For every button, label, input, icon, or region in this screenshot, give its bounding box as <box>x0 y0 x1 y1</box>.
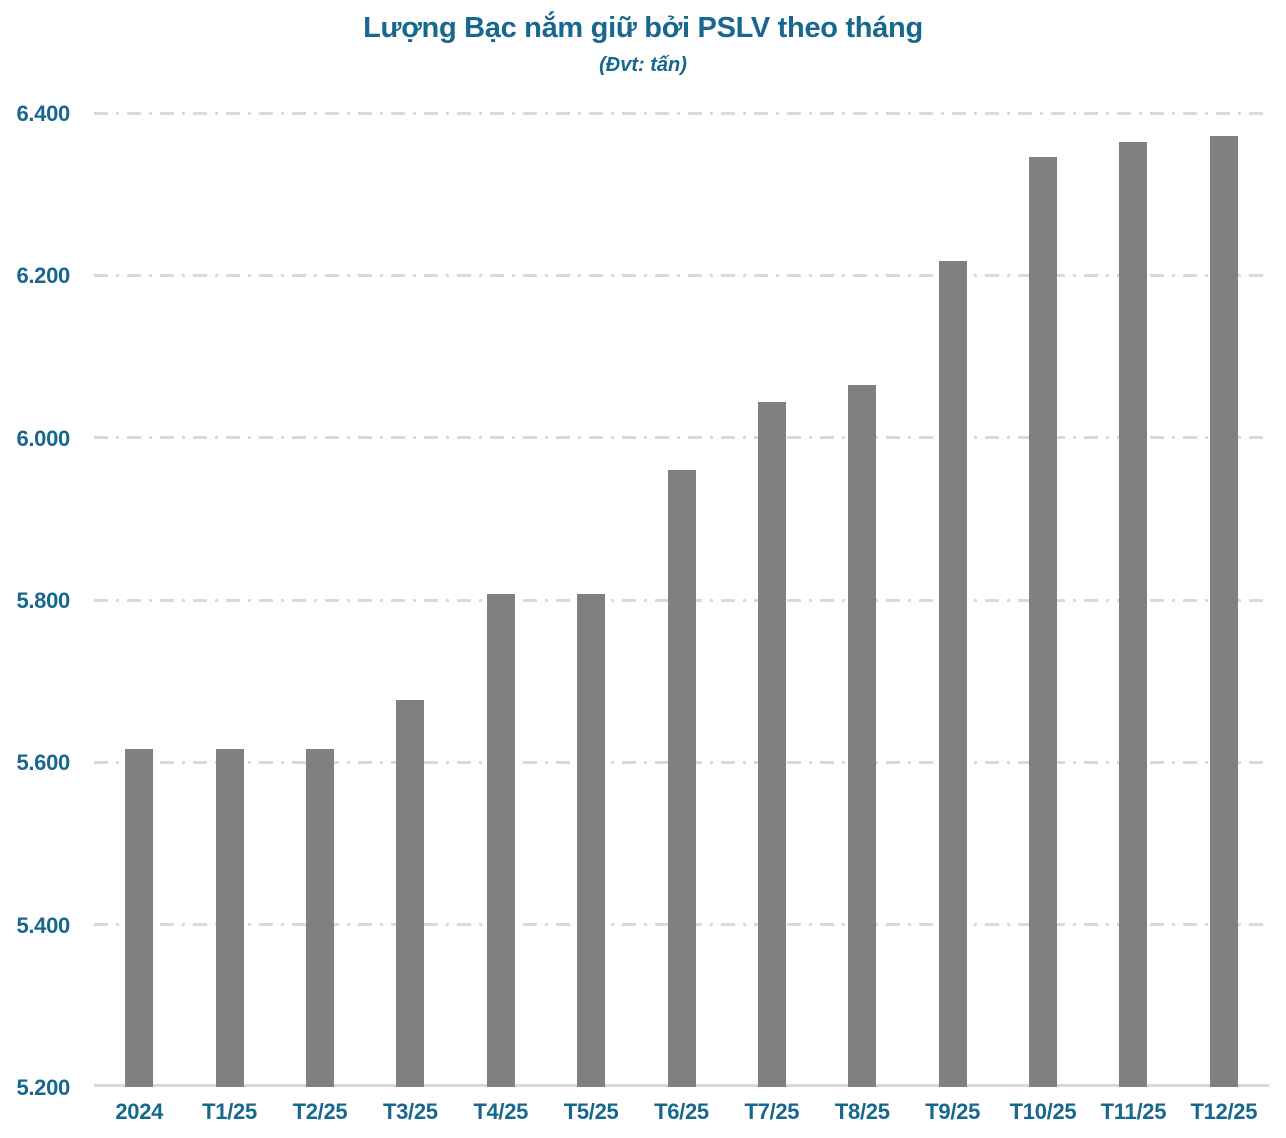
x-tick-label: T11/25 <box>1100 1099 1167 1124</box>
plot-area: 5.200 5.400 5.600 5.800 6.000 6.200 6.400 2024… <box>16 102 1269 1124</box>
bar <box>1029 156 1058 1087</box>
y-tick-label: 5.800 <box>16 588 70 613</box>
x-tick-label: T4/25 <box>473 1099 529 1124</box>
x-tick-label: T9/25 <box>925 1099 981 1124</box>
y-tick-label: 5.600 <box>16 750 70 776</box>
bar <box>757 401 786 1087</box>
y-tick-label: 6.200 <box>16 263 70 289</box>
x-tick-label: T3/25 <box>382 1099 438 1124</box>
y-tick-label: 6.400 <box>16 101 70 126</box>
x-tick-label: T7/25 <box>744 1099 800 1124</box>
bar <box>577 594 606 1087</box>
bar <box>486 594 515 1087</box>
y-tick-label: 5.200 <box>16 1075 70 1100</box>
x-tick-label: 2024 <box>115 1099 164 1124</box>
chart-title: Lượng Bạc nắm giữ bởi PSLV theo tháng <box>363 12 923 44</box>
bar <box>1209 135 1238 1087</box>
x-tick-label: T6/25 <box>654 1099 709 1124</box>
chart-subtitle: (Đvt: tấn) <box>599 54 687 76</box>
y-tick-label: 6.000 <box>16 425 70 451</box>
x-tick-label: T2/25 <box>292 1099 348 1124</box>
x-tick-label: T12/25 <box>1190 1099 1258 1124</box>
bar <box>938 260 967 1087</box>
bar <box>305 748 334 1087</box>
x-tick-label: T8/25 <box>834 1099 890 1124</box>
bar <box>215 748 244 1087</box>
x-tick-label: T1/25 <box>202 1099 257 1124</box>
y-tick-label: 5.400 <box>16 912 70 938</box>
bar <box>1119 142 1148 1087</box>
gridline <box>94 273 1269 277</box>
bar <box>667 470 696 1087</box>
bar <box>848 384 877 1087</box>
x-tick-label: T5/25 <box>563 1099 619 1124</box>
gridline <box>94 111 1269 115</box>
bar <box>125 748 154 1087</box>
gridline <box>94 436 1269 440</box>
x-tick-label: T10/25 <box>1009 1099 1077 1124</box>
bar <box>396 699 425 1087</box>
